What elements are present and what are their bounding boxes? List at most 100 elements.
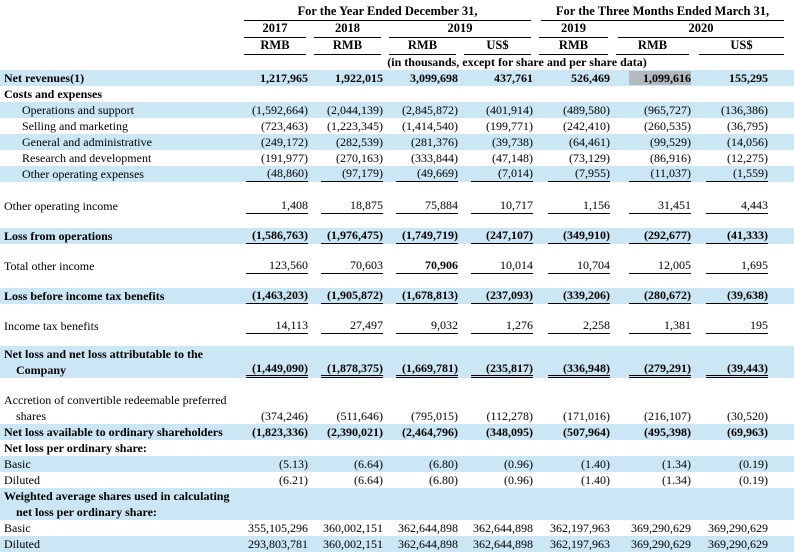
value-cell: (2,390,021) xyxy=(310,424,385,440)
value-cell xyxy=(310,86,385,102)
cell-value: (7,955) xyxy=(548,166,611,182)
cell-value: 293,803,781 xyxy=(248,537,308,551)
row-label: Other operating expenses xyxy=(22,167,144,181)
value-cell: (7,955) xyxy=(535,166,612,182)
spacer-cell xyxy=(0,274,794,288)
three-months-group-label: For the Three Months Ended March 31, xyxy=(541,4,785,21)
table-row: Research and development (191,977) (270,16… xyxy=(0,150,794,166)
value-cell: (47,148) xyxy=(460,150,535,166)
row-label: Net loss and net loss attributable to th… xyxy=(0,346,240,378)
value-cell: 437,761 xyxy=(460,70,535,86)
label-column-spacer xyxy=(0,0,240,21)
cell-value: (1,559) xyxy=(706,166,769,182)
value-cell: 12,005 xyxy=(612,258,693,274)
cell-value: (280,672) xyxy=(629,288,692,304)
row-label-line1: Accretion of convertible redeemable pref… xyxy=(4,393,227,407)
right-margin-cell xyxy=(770,424,794,440)
table-row: Basic (5.13) (6.64) (6.80) (0.96) (1.40) (1.34… xyxy=(0,456,794,472)
value-cell: 362,197,963 xyxy=(535,520,612,536)
value-cell xyxy=(612,488,693,520)
cell-value: 10,014 xyxy=(471,258,534,274)
cell-value: (1,749,719) xyxy=(396,228,458,244)
value-cell: 369,290,629 xyxy=(693,520,770,536)
value-cell xyxy=(460,440,535,456)
value-cell: (12,275) xyxy=(693,150,770,166)
cell-value: (507,964) xyxy=(563,425,611,439)
value-cell: 1,217,965 xyxy=(240,70,310,86)
value-cell: (11,037) xyxy=(612,166,693,182)
row-label: Weighted average shares used in calculat… xyxy=(0,488,240,520)
cell-value: (0.19) xyxy=(739,457,769,471)
value-cell: (1,223,345) xyxy=(310,118,385,134)
value-cell: 1,922,015 xyxy=(310,70,385,86)
value-cell xyxy=(460,86,535,102)
table-row: Diluted (6.21) (6.64) (6.80) (0.96) (1.40) (1.… xyxy=(0,472,794,488)
cell-value: (136,386) xyxy=(721,103,769,117)
cell-value: (247,107) xyxy=(471,228,534,244)
cell-value: (260,535) xyxy=(644,119,692,133)
value-cell: (1,749,719) xyxy=(385,228,460,244)
cell-value: (2,390,021) xyxy=(327,425,383,439)
spacer-cell xyxy=(0,378,794,392)
cell-value: (511,646) xyxy=(336,409,383,423)
value-cell: (1,592,664) xyxy=(240,102,310,118)
value-cell: (1.40) xyxy=(535,472,612,488)
value-cell: (281,376) xyxy=(385,134,460,150)
value-cell: 355,105,296 xyxy=(240,520,310,536)
year-header-2018: 2018 xyxy=(310,21,385,38)
value-cell: (112,278) xyxy=(460,392,535,424)
value-cell: 70,603 xyxy=(310,258,385,274)
cell-value: 12,005 xyxy=(629,258,692,274)
value-cell: 360,002,151 xyxy=(310,520,385,536)
value-cell: (336,948) xyxy=(535,346,612,378)
value-cell: 1,099,616 xyxy=(612,70,693,86)
value-cell: (2,464,796) xyxy=(385,424,460,440)
value-cell: (64,461) xyxy=(535,134,612,150)
value-cell: 1,408 xyxy=(240,198,310,214)
right-margin-cell xyxy=(770,488,794,520)
cell-value: (1.34) xyxy=(662,457,692,471)
cell-value: 369,290,629 xyxy=(631,537,692,551)
currency-header: RMB xyxy=(240,38,310,55)
cell-value: (36,795) xyxy=(727,119,769,133)
cell-value: 362,644,898 xyxy=(473,521,534,535)
cell-value: 369,290,629 xyxy=(631,521,692,535)
cell-value: 1,381 xyxy=(629,318,692,334)
table-row: Other operating income 1,408 18,875 75,884 1… xyxy=(0,198,794,214)
cell-value: (6.64) xyxy=(354,473,383,487)
cell-value: (0.19) xyxy=(739,473,769,487)
spacer-row xyxy=(0,274,794,288)
row-label-line2: shares xyxy=(16,409,46,423)
value-cell: 362,644,898 xyxy=(385,536,460,552)
value-cell: 18,875 xyxy=(310,198,385,214)
cell-value: (1,586,763) xyxy=(246,228,308,244)
right-margin-cell xyxy=(770,346,794,378)
cell-value: (495,398) xyxy=(644,425,692,439)
cell-value: (1,823,336) xyxy=(252,425,308,439)
cell-value: 362,197,963 xyxy=(550,537,611,551)
cell-value: (6.21) xyxy=(279,473,308,487)
spacer-row xyxy=(0,244,794,258)
value-cell: (1,905,872) xyxy=(310,288,385,304)
table-row: General and administrative (249,172) (282,… xyxy=(0,134,794,150)
cell-value: (171,016) xyxy=(563,409,611,423)
value-cell: 31,451 xyxy=(612,198,693,214)
value-cell: (73,129) xyxy=(535,150,612,166)
right-margin-cell xyxy=(770,288,794,304)
value-cell: (1,586,763) xyxy=(240,228,310,244)
right-margin-cell xyxy=(770,456,794,472)
row-label-line2: net loss per ordinary share: xyxy=(16,505,157,519)
value-cell: (6.80) xyxy=(385,456,460,472)
value-cell: (0.96) xyxy=(460,456,535,472)
cell-value: (1,678,813) xyxy=(396,288,458,304)
year-ended-group-label: For the Year Ended December 31, xyxy=(244,4,532,21)
value-cell: (41,333) xyxy=(693,228,770,244)
value-cell: (1,414,540) xyxy=(385,118,460,134)
cell-value: 155,295 xyxy=(729,71,769,85)
value-cell: (49,669) xyxy=(385,166,460,182)
cell-value: 1,217,965 xyxy=(260,71,308,85)
value-cell: 526,469 xyxy=(535,70,612,86)
value-cell: 293,803,781 xyxy=(240,536,310,552)
row-label: Other operating income xyxy=(4,199,118,213)
value-cell: (489,580) xyxy=(535,102,612,118)
